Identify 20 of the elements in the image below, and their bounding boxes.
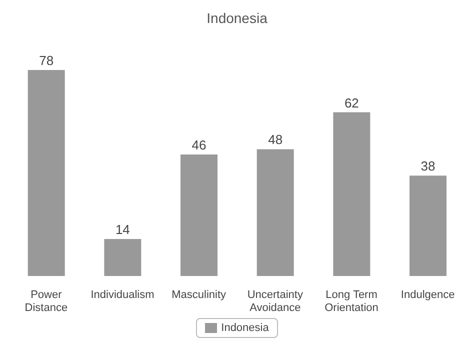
- x-tick-label: Long Term Orientation: [324, 289, 378, 314]
- bar: [256, 149, 294, 276]
- data-label: 48: [268, 132, 283, 148]
- x-tick-label: Masculinity: [172, 289, 227, 301]
- x-tick-label: Individualism: [90, 289, 154, 301]
- bar: [180, 154, 218, 276]
- x-tick-label: Power Distance: [24, 289, 68, 314]
- data-label: 38: [420, 158, 436, 174]
- data-label: 14: [115, 222, 130, 238]
- legend-label: Indonesia: [220, 322, 269, 334]
- chart-title: Indonesia: [206, 10, 268, 28]
- x-tick-label: Uncertainty Avoidance: [247, 289, 304, 314]
- bar: [410, 176, 447, 276]
- data-label: 78: [39, 53, 54, 68]
- data-label: 62: [344, 95, 359, 110]
- data-label: 46: [192, 138, 206, 153]
- bar: [333, 112, 370, 276]
- x-tick-label: Indulgence: [400, 289, 455, 301]
- bar: [28, 70, 65, 276]
- bar: [104, 239, 142, 276]
